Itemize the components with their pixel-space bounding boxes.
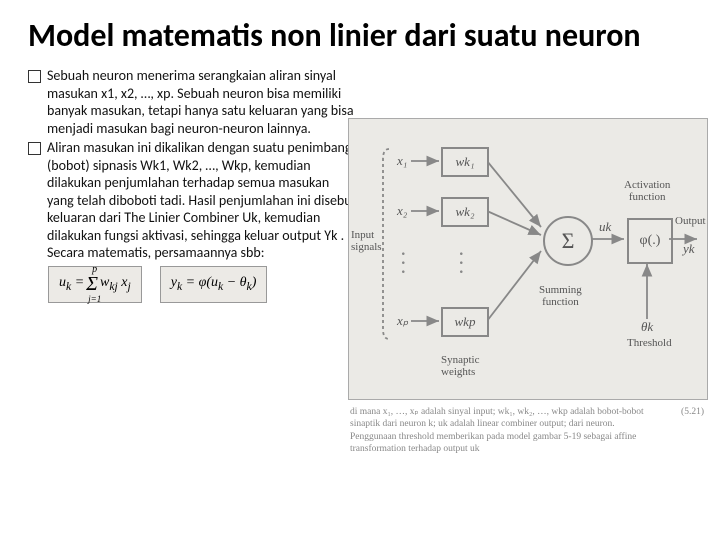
equation-number: (5.21)	[662, 404, 706, 420]
label-synaptic: Synaptic weights	[441, 354, 480, 378]
label-summing: Summing function	[539, 284, 582, 308]
label-xp: xₚ	[397, 313, 408, 329]
bullet-icon	[28, 70, 41, 83]
label-theta: θk	[641, 319, 653, 335]
slide-title: Model matematis non linier dari suatu ne…	[28, 18, 692, 53]
neuron-diagram: Input signals x₁ x₂ xₚ ··· ··· wk₁ wk₂ w…	[348, 118, 708, 400]
bullet-icon	[28, 142, 41, 155]
weight-wkp: wkp	[441, 307, 489, 337]
label-yk: yk	[683, 241, 695, 257]
bullet-1: Sebuah neuron menerima serangkaian alira…	[47, 67, 358, 137]
diagram-caption: di mana x₁, …, xₚ adalah sinyal input; w…	[348, 404, 652, 457]
bullet-2: Aliran masukan ini dikalikan dengan suat…	[47, 139, 358, 262]
formula-row: uk = p Σ j=1 wkj xj yk = φ(uk − θk)	[48, 266, 358, 303]
sigma-node: Σ	[543, 216, 593, 266]
weight-wk1: wk₁	[441, 147, 489, 177]
formula-yk: yk = φ(uk − θk)	[160, 266, 268, 303]
label-uk: uk	[599, 219, 611, 235]
weight-wk2: wk₂	[441, 197, 489, 227]
formula-uk: uk = p Σ j=1 wkj xj	[48, 266, 142, 303]
phi-node: φ(.)	[627, 218, 673, 264]
text-column: Sebuah neuron menerima serangkaian alira…	[28, 67, 366, 303]
label-activation: Activation function	[624, 179, 670, 203]
label-threshold: Threshold	[627, 337, 672, 349]
label-x2: x₂	[397, 203, 407, 219]
label-output: Output	[675, 215, 706, 227]
label-input-signals: Input signals	[351, 229, 382, 253]
label-x1: x₁	[397, 153, 407, 169]
